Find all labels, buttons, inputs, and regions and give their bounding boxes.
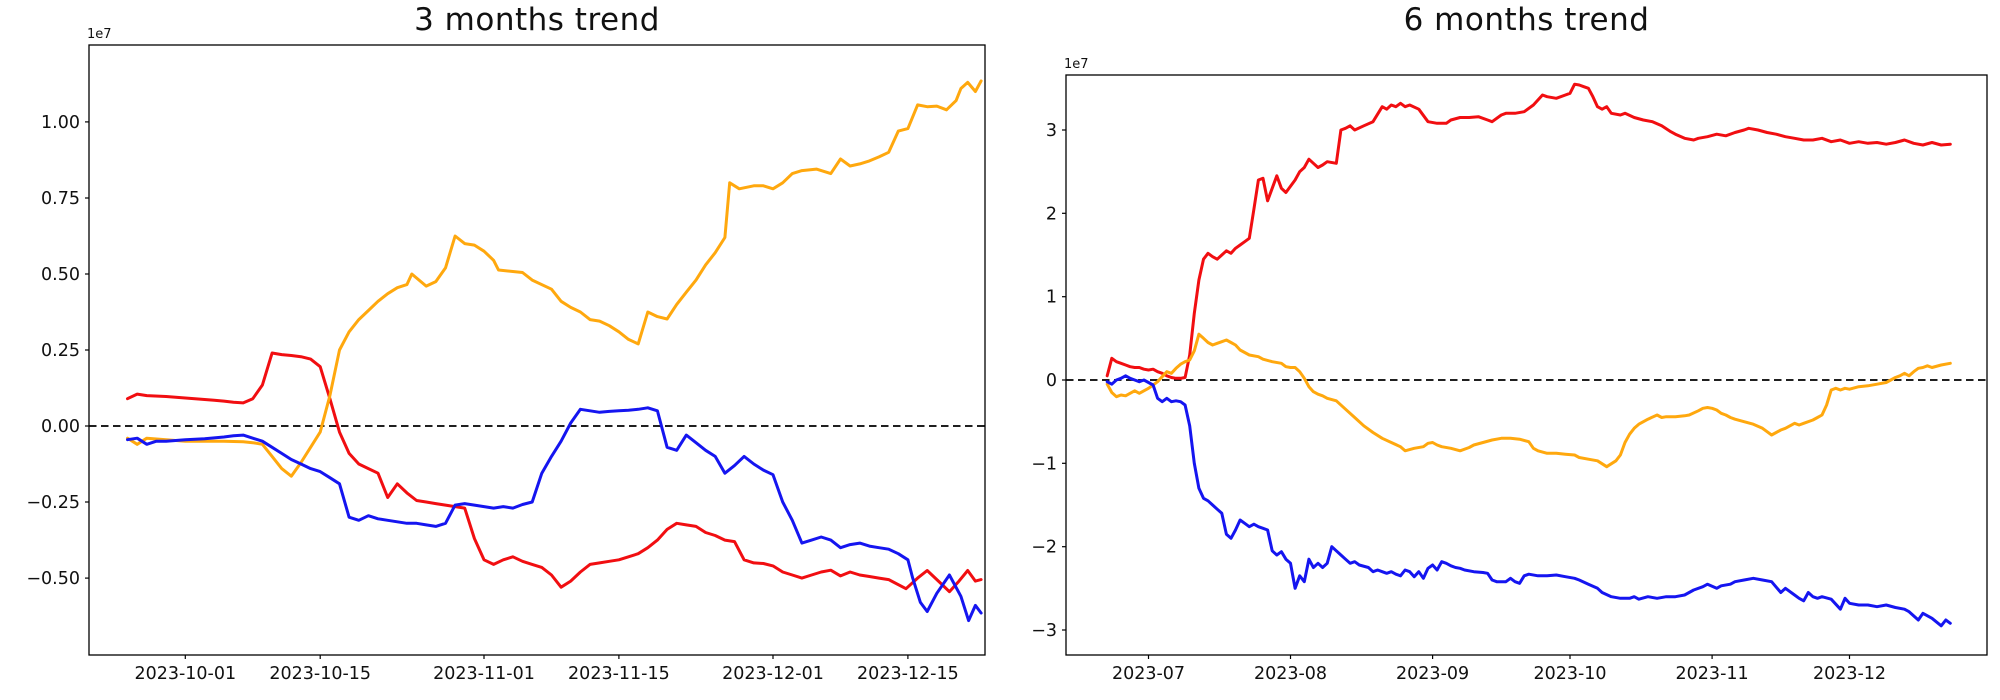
- chart-3-months-trend: 3 months trend 2023-10-01 2023-10-15 2023-…: [26, 2, 986, 684]
- chart-6-months-trend: 6 months trend 2023-07 2023-08 2023-09 2023…: [1000, 0, 2000, 700]
- y-tick-label: −2: [1031, 538, 1057, 558]
- plot-frame: [88, 44, 986, 656]
- x-tick-label: 2023-12-15: [857, 664, 959, 684]
- y-tick-label: 1.00: [41, 113, 80, 133]
- chart-canvas-6-months: 2023-07 2023-08 2023-09 2023-10 2023-11 2023-…: [1031, 57, 1988, 684]
- chart-canvas-3-months: 2023-10-01 2023-10-15 2023-11-01 2023-11-15…: [26, 27, 986, 684]
- y-tick-label: 2: [1046, 204, 1057, 224]
- chart-title-6-months: 6 months trend: [1403, 2, 1650, 38]
- y-tick-label: −0.50: [26, 569, 80, 589]
- plot-frame: [1065, 74, 1988, 656]
- x-tick-label: 2023-11-15: [568, 664, 670, 684]
- orange-series-line: [126, 79, 983, 478]
- y-tick-label: −1: [1031, 454, 1057, 474]
- axis-offset-label: 1e7: [1064, 57, 1089, 72]
- x-tick-label: 2023-10: [1533, 664, 1606, 684]
- x-tick-label: 2023-12: [1813, 664, 1886, 684]
- y-tick-label: 0: [1046, 371, 1057, 391]
- red-series-line: [1105, 82, 1952, 380]
- y-tick-label: 0.00: [41, 417, 80, 437]
- x-tick-label: 2023-10-01: [134, 664, 236, 684]
- chart-title-3-months: 3 months trend: [414, 2, 660, 38]
- y-tick-label: 3: [1046, 121, 1057, 141]
- y-tick-label: 0.75: [41, 189, 80, 209]
- x-tick-label: 2023-09: [1396, 664, 1469, 684]
- y-tick-label: 0.25: [41, 341, 80, 361]
- x-tick-label: 2023-07: [1112, 664, 1185, 684]
- x-tick-label: 2023-08: [1254, 664, 1327, 684]
- y-tick-label: 1: [1046, 288, 1057, 308]
- x-tick-label: 2023-10-15: [269, 664, 371, 684]
- axis-offset-label: 1e7: [87, 27, 112, 42]
- orange-series-line: [1105, 332, 1952, 469]
- blue-series-line: [1105, 374, 1952, 628]
- red-series-line: [126, 351, 983, 594]
- x-tick-label: 2023-11-01: [433, 664, 535, 684]
- blue-series-line: [126, 406, 983, 623]
- y-tick-label: −0.25: [26, 493, 80, 513]
- x-tick-label: 2023-12-01: [722, 664, 824, 684]
- y-tick-label: 0.50: [41, 265, 80, 285]
- y-tick-label: −3: [1031, 621, 1057, 641]
- x-tick-label: 2023-11: [1676, 664, 1749, 684]
